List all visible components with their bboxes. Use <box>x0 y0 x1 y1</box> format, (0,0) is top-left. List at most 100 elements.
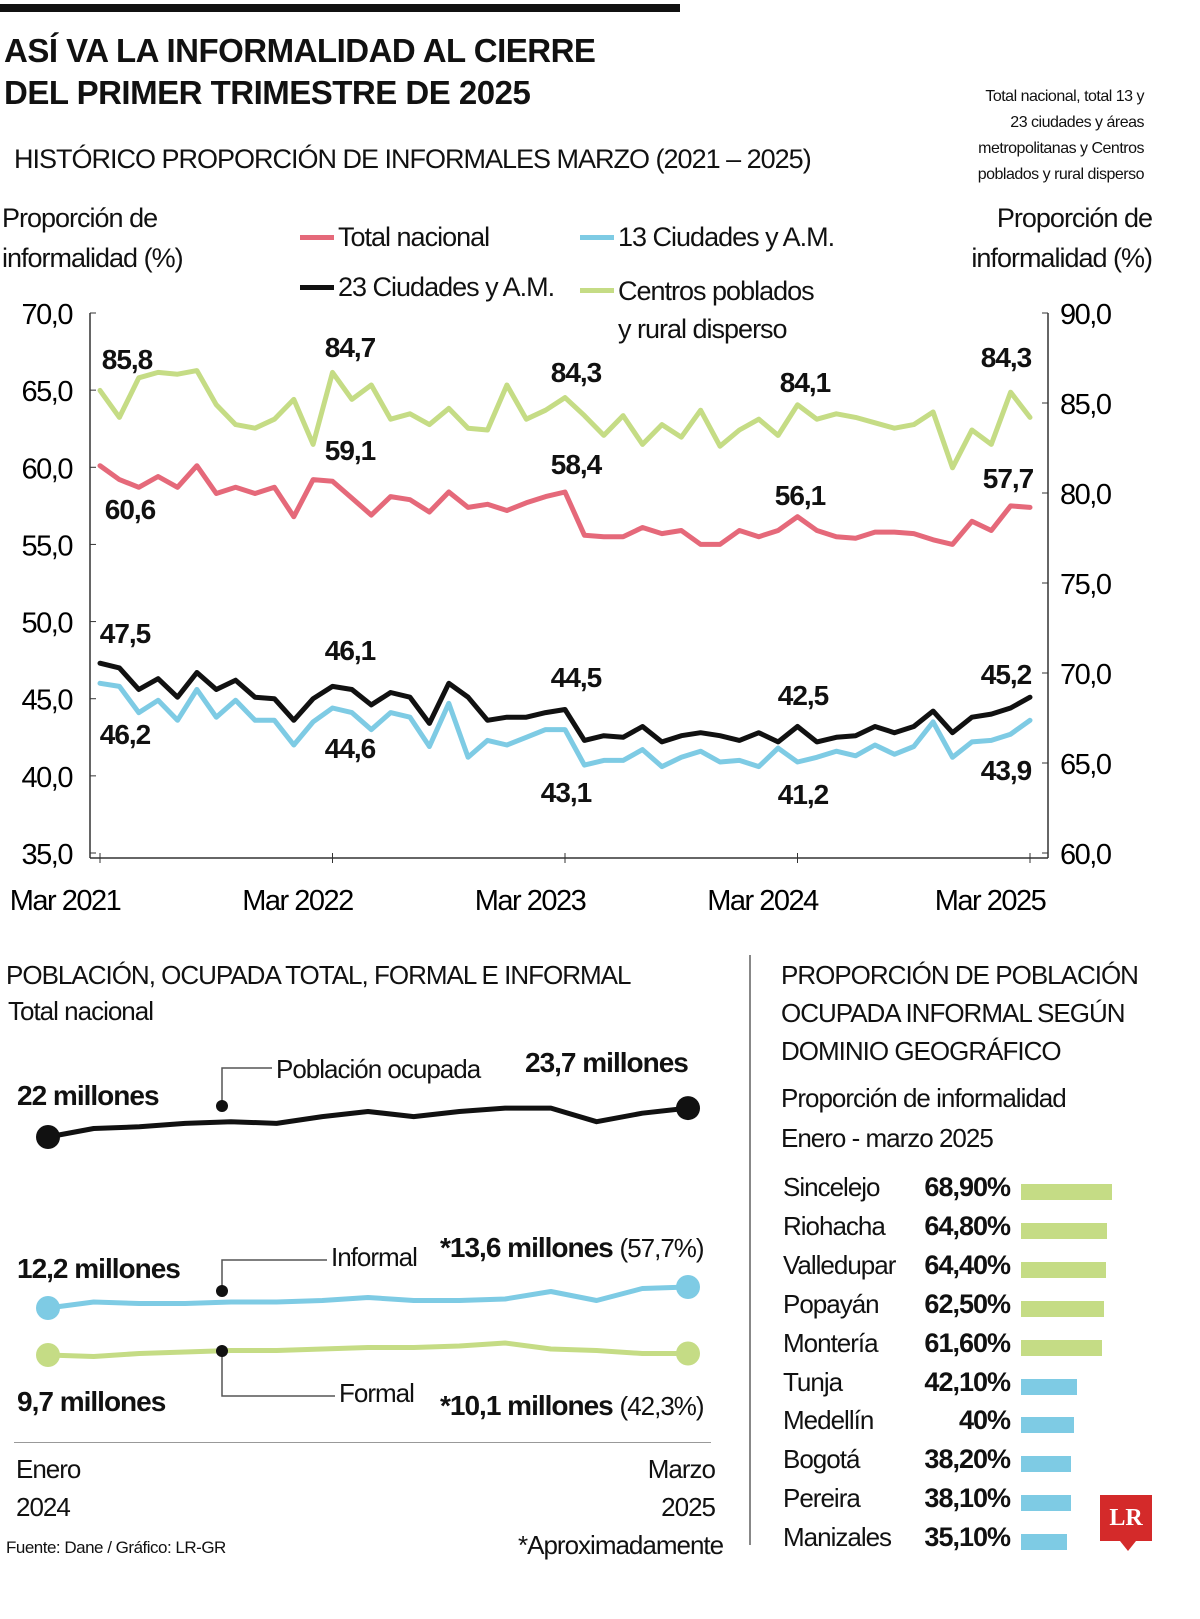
formal-end-label: *10,1 millones (42,3%) <box>440 1390 705 1421</box>
end-point-formal <box>676 1341 700 1366</box>
informal-callout <box>221 1259 327 1290</box>
left-tick-label: 45,0 <box>22 685 73 717</box>
annotation-centros: 85,8 <box>101 344 153 375</box>
axis-title-line: Proporción de <box>2 203 158 233</box>
axis-title-line: informalidad (%) <box>971 243 1153 273</box>
ocupada-callout-dot <box>216 1100 228 1112</box>
city-name: Montería <box>783 1327 879 1358</box>
ocupada-start-label: 22 millones <box>17 1080 160 1111</box>
annotation-13-ciudades: 43,1 <box>540 777 592 808</box>
x-tick-label: Mar 2025 <box>935 885 1046 917</box>
x-tick-label: Mar 2023 <box>475 885 586 917</box>
annotation-centros: 84,3 <box>980 342 1032 373</box>
left-tick-label: 35,0 <box>22 839 73 871</box>
annotation-13-ciudades: 43,9 <box>980 755 1032 786</box>
left-axis-title: Proporción de informalidad (%) <box>2 198 184 278</box>
city-value: 38,10% <box>924 1483 1011 1514</box>
top-rule <box>0 4 680 12</box>
right-tick-label: 60,0 <box>1060 839 1111 871</box>
city-bar <box>1021 1417 1074 1434</box>
left-tick-label: 65,0 <box>22 376 73 408</box>
city-name: Tunja <box>783 1366 843 1397</box>
legend-swatch <box>300 235 334 240</box>
right-tick-label: 70,0 <box>1060 659 1111 691</box>
x-axis-rule <box>14 1442 711 1443</box>
left-tick-label: 55,0 <box>22 530 73 562</box>
city-value: 64,40% <box>924 1249 1011 1280</box>
city-bar <box>1021 1184 1112 1200</box>
city-name: Pereira <box>783 1483 861 1514</box>
title-line-1: ASÍ VA LA INFORMALIDAD AL CIERRE <box>4 32 596 69</box>
annotation-13-ciudades: 41,2 <box>777 779 829 810</box>
note-line: metropolitanas y Centros <box>978 140 1144 157</box>
source-credit: Fuente: Dane / Gráfico: LR-GR <box>6 1538 226 1557</box>
x-tick-label: Mar 2024 <box>707 885 819 917</box>
x-start-label: Enero 2024 <box>16 1454 81 1522</box>
series-line-13-ciudades-y-a-m- <box>97 680 1033 770</box>
city-bar <box>1021 1495 1072 1512</box>
scope-note: Total nacional, total 13 y 23 ciudades y… <box>977 84 1145 188</box>
city-bar <box>1021 1534 1068 1551</box>
legend-label: 23 Ciudades y A.M. <box>338 272 555 302</box>
start-point-informal <box>36 1296 60 1320</box>
formal-start-label: 9,7 millones <box>17 1386 166 1417</box>
axis-title-line: Proporción de <box>996 203 1153 233</box>
informal-end-label: *13,6 millones (57,7%) <box>440 1232 705 1263</box>
annotation-total: 59,1 <box>324 435 376 466</box>
ocupada-end-label: 23,7 millones <box>525 1047 689 1078</box>
informal-series-label: Informal <box>331 1242 418 1272</box>
city-value: 35,10% <box>924 1522 1011 1553</box>
city-name: Sincelejo <box>783 1172 881 1202</box>
title-line-2: DEL PRIMER TRIMESTRE DE 2025 <box>4 74 531 111</box>
annotation-23-ciudades: 44,5 <box>550 662 602 693</box>
annotation-23-ciudades: 46,1 <box>324 635 376 666</box>
right-tick-label: 85,0 <box>1060 389 1111 421</box>
section-divider <box>749 955 751 1545</box>
x-end-label: Marzo 2025 <box>647 1454 716 1522</box>
legend-total-nacional: Total nacional <box>300 222 490 253</box>
note-line: poblados y rural disperso <box>977 166 1145 183</box>
annotation-total: 56,1 <box>774 480 826 511</box>
right-tick-label: 65,0 <box>1060 749 1111 781</box>
city-bar <box>1021 1339 1103 1356</box>
annotation-13-ciudades: 44,6 <box>324 733 376 764</box>
informal-start-label: 12,2 millones <box>17 1253 181 1284</box>
legend-label: Centros poblados y rural disperso <box>618 276 815 344</box>
annotation-total: 57,7 <box>982 463 1034 494</box>
series-line-23-ciudades-y-a-m- <box>97 660 1033 745</box>
annotation-total: 58,4 <box>550 449 602 480</box>
city-bar <box>1021 1300 1104 1317</box>
city-bar <box>1021 1378 1077 1395</box>
annotation-23-ciudades: 47,5 <box>99 618 151 649</box>
population-chart-subtitle: Total nacional <box>8 996 154 1026</box>
city-value: 38,20% <box>924 1444 1011 1475</box>
bar-chart-title: PROPORCIÓN DE POBLACIÓN OCUPADA INFORMAL … <box>781 960 1139 1066</box>
city-name: Popayán <box>783 1288 880 1319</box>
lr-logo: LR <box>1100 1495 1152 1551</box>
page-title: ASÍ VA LA INFORMALIDAD AL CIERRE DEL PRI… <box>4 30 596 114</box>
axis-title-line: informalidad (%) <box>2 243 184 273</box>
city-value: 62,50% <box>924 1288 1011 1319</box>
annotation-centros: 84,1 <box>779 367 831 398</box>
legend-label: Total nacional <box>338 222 490 252</box>
city-value: 42,10% <box>924 1366 1011 1397</box>
x-tick-label: Mar 2021 <box>10 885 121 917</box>
formal-series-label: Formal <box>339 1378 415 1408</box>
formal-callout-dot <box>216 1345 228 1357</box>
series-line-informal <box>47 1284 689 1311</box>
legend-swatch <box>300 285 334 290</box>
left-tick-label: 50,0 <box>22 608 73 640</box>
series-line-total-nacional <box>97 463 1033 547</box>
legend-swatch <box>580 235 614 240</box>
right-tick-label: 75,0 <box>1060 569 1111 601</box>
left-tick-label: 40,0 <box>22 762 73 794</box>
legend-13-ciudades: 13 Ciudades y A.M. <box>580 222 835 253</box>
annotation-centros: 84,3 <box>550 357 602 388</box>
annotation-total: 60,6 <box>104 494 156 525</box>
x-tick-label: Mar 2022 <box>242 885 353 917</box>
left-tick-label: 70,0 <box>22 299 73 331</box>
city-bar <box>1021 1222 1107 1239</box>
city-value: 40% <box>958 1405 1011 1436</box>
